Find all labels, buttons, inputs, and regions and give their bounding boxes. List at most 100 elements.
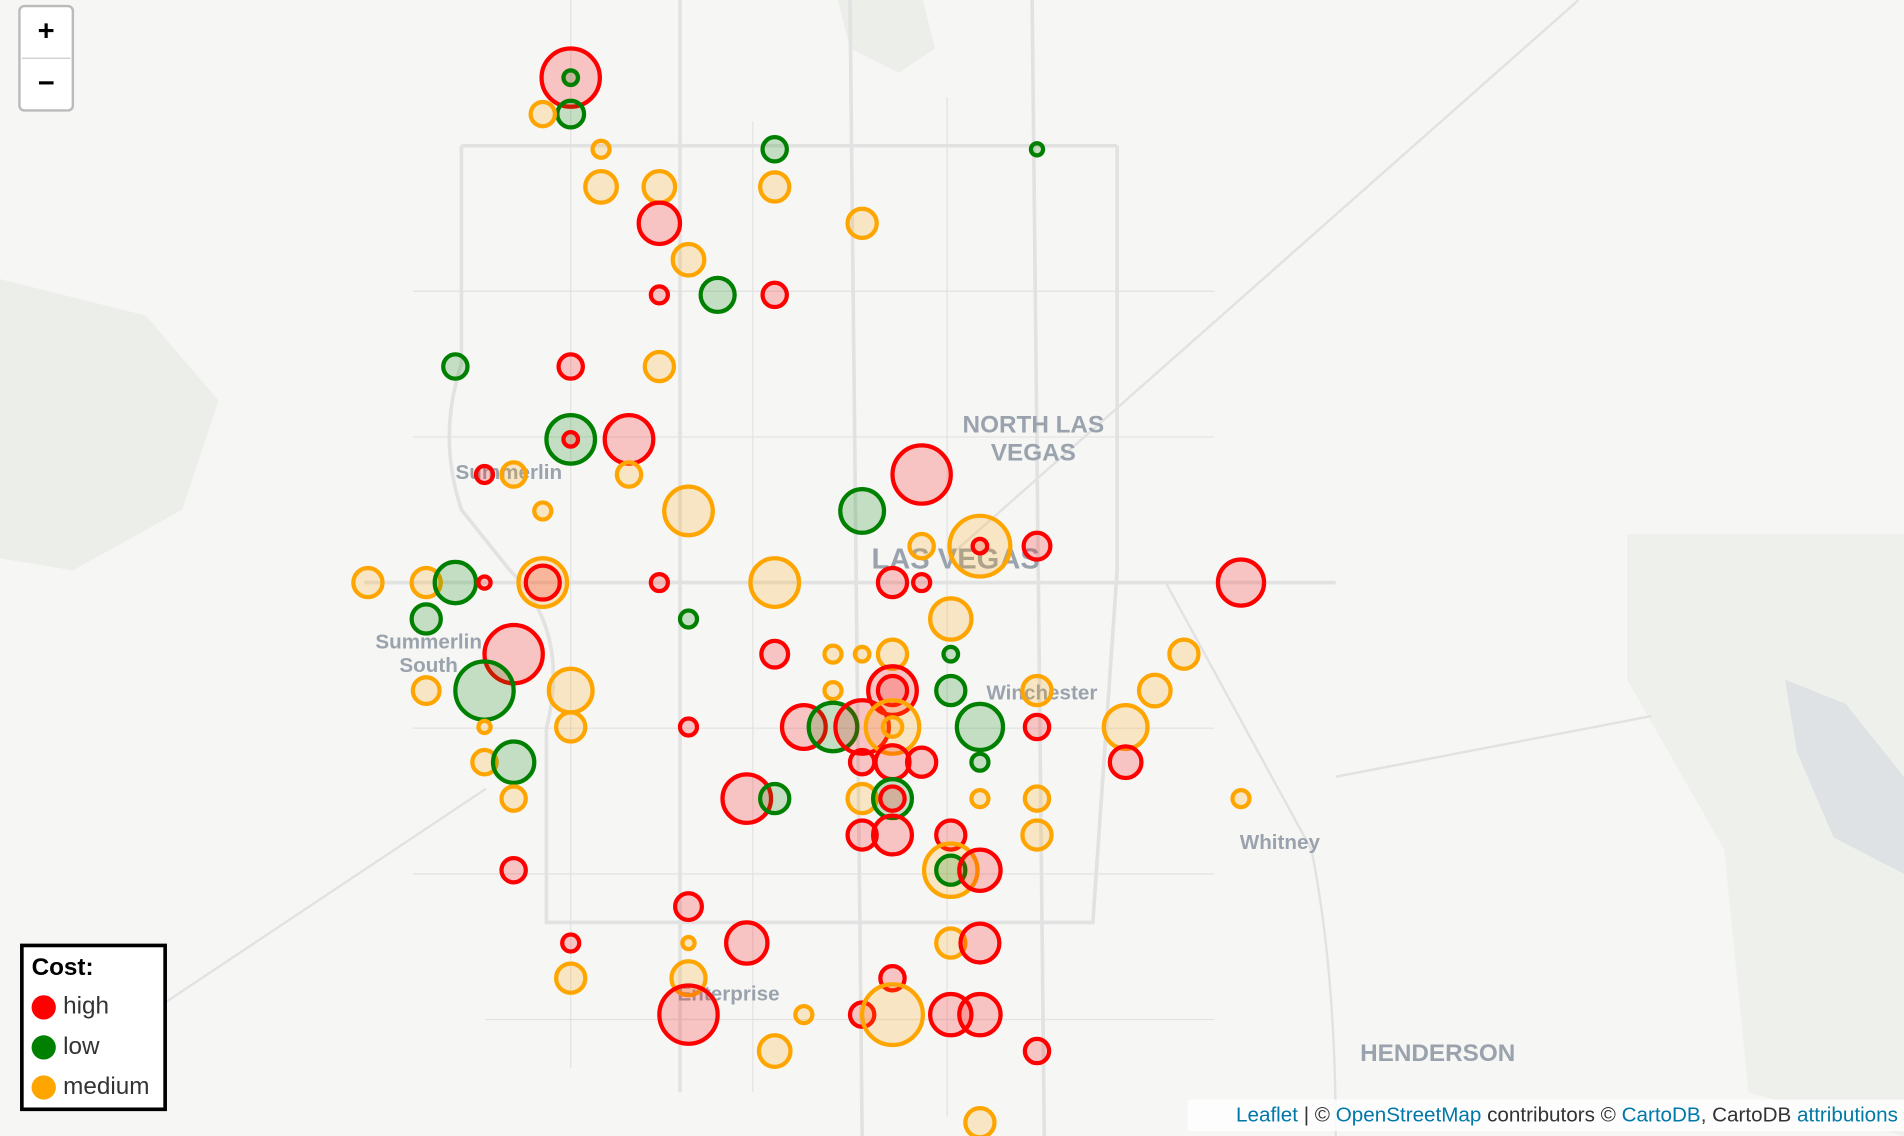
cost-marker[interactable]	[476, 718, 493, 736]
cost-marker[interactable]	[441, 352, 470, 381]
cost-marker[interactable]	[590, 138, 612, 160]
cost-marker[interactable]	[845, 206, 879, 241]
cost-marker[interactable]	[698, 275, 737, 315]
cost-marker[interactable]	[934, 818, 968, 852]
cartodb-link[interactable]: CartoDB	[1622, 1104, 1701, 1127]
cost-marker[interactable]	[907, 531, 936, 561]
cost-marker[interactable]	[409, 602, 443, 636]
cost-marker[interactable]	[847, 747, 877, 777]
cost-marker[interactable]	[760, 135, 789, 164]
cost-marker[interactable]	[958, 921, 1002, 965]
cost-marker[interactable]	[934, 853, 968, 887]
osm-link[interactable]: OpenStreetMap	[1336, 1104, 1482, 1127]
cost-marker[interactable]	[523, 563, 562, 602]
cost-marker[interactable]	[473, 463, 496, 486]
cost-marker[interactable]	[1230, 787, 1252, 810]
cost-marker[interactable]	[758, 781, 792, 816]
cost-marker[interactable]	[561, 68, 581, 88]
cost-marker[interactable]	[554, 710, 588, 744]
cost-marker[interactable]	[793, 1004, 815, 1026]
cost-marker[interactable]	[409, 565, 443, 600]
cost-marker[interactable]	[499, 855, 528, 885]
cost-marker[interactable]	[614, 460, 644, 489]
zoom-in-button[interactable]	[21, 8, 71, 58]
cost-marker[interactable]	[822, 643, 844, 665]
cost-marker[interactable]	[748, 556, 802, 609]
cost-marker[interactable]	[499, 784, 528, 813]
cost-marker[interactable]	[432, 559, 479, 606]
cost-marker[interactable]	[954, 701, 1006, 753]
cost-marker[interactable]	[860, 982, 925, 1048]
cost-marker[interactable]	[561, 429, 581, 449]
cost-marker[interactable]	[636, 200, 683, 247]
cost-marker[interactable]	[670, 241, 707, 278]
cost-marker[interactable]	[1215, 557, 1267, 608]
cost-marker[interactable]	[648, 571, 670, 594]
cost-marker[interactable]	[499, 460, 528, 489]
cost-marker[interactable]	[890, 443, 953, 506]
cost-marker[interactable]	[1020, 673, 1054, 708]
cost-marker[interactable]	[680, 934, 697, 952]
cost-marker[interactable]	[875, 673, 910, 708]
cost-marker[interactable]	[410, 675, 442, 707]
cost-marker[interactable]	[528, 99, 558, 129]
cost-marker[interactable]	[957, 847, 1003, 893]
cost-marker[interactable]	[845, 818, 879, 852]
cost-marker[interactable]	[875, 637, 910, 671]
cost-marker[interactable]	[1022, 784, 1052, 813]
cost-marker[interactable]	[880, 715, 905, 739]
cost-marker[interactable]	[934, 673, 968, 708]
cost-marker[interactable]	[554, 961, 588, 995]
zoom-out-button[interactable]	[21, 59, 71, 109]
cost-marker[interactable]	[863, 698, 922, 756]
cost-marker[interactable]	[1107, 744, 1144, 781]
cost-marker[interactable]	[1101, 703, 1150, 751]
cost-marker[interactable]	[928, 596, 974, 642]
cost-marker[interactable]	[833, 698, 891, 756]
cost-marker[interactable]	[724, 920, 770, 966]
cost-marker[interactable]	[969, 751, 991, 773]
cost-marker[interactable]	[969, 787, 991, 810]
cost-marker[interactable]	[1020, 818, 1054, 852]
cost-marker[interactable]	[779, 703, 828, 751]
cost-marker[interactable]	[941, 644, 961, 664]
zoom-out[interactable]: −	[38, 68, 55, 100]
zoom-in[interactable]: +	[38, 15, 55, 47]
cost-marker[interactable]	[904, 745, 939, 779]
attributions-link[interactable]: attributions	[1797, 1104, 1898, 1127]
cost-marker[interactable]	[806, 700, 860, 754]
cost-marker[interactable]	[870, 813, 915, 857]
cost-marker[interactable]	[532, 500, 554, 522]
cost-marker[interactable]	[544, 412, 598, 466]
cost-marker[interactable]	[875, 565, 910, 600]
cost-marker[interactable]	[758, 170, 792, 204]
cost-marker[interactable]	[556, 352, 585, 381]
cost-marker[interactable]	[642, 349, 677, 384]
cost-marker[interactable]	[1028, 141, 1046, 158]
cost-marker[interactable]	[490, 739, 537, 785]
cost-marker[interactable]	[878, 784, 907, 813]
leaflet-link[interactable]: Leaflet	[1236, 1104, 1298, 1127]
cost-marker[interactable]	[822, 679, 844, 702]
cost-marker[interactable]	[583, 169, 619, 205]
cost-marker[interactable]	[911, 571, 933, 594]
cost-marker[interactable]	[720, 772, 774, 825]
cost-marker[interactable]	[351, 565, 385, 600]
cost-marker[interactable]	[1136, 672, 1173, 709]
cost-marker[interactable]	[852, 644, 872, 664]
cost-marker[interactable]	[648, 284, 670, 306]
cost-marker[interactable]	[546, 666, 595, 715]
cost-marker[interactable]	[1022, 1036, 1052, 1066]
cost-marker[interactable]	[476, 574, 493, 591]
cost-marker[interactable]	[641, 169, 678, 205]
cost-marker[interactable]	[662, 484, 715, 538]
cost-marker[interactable]	[539, 46, 602, 109]
cost-marker[interactable]	[677, 716, 700, 738]
cost-marker[interactable]	[957, 991, 1003, 1038]
cost-marker[interactable]	[1167, 637, 1201, 671]
cost-marker[interactable]	[1022, 712, 1052, 742]
cost-marker[interactable]	[673, 891, 704, 923]
cost-marker[interactable]	[838, 486, 887, 535]
cost-marker[interactable]	[934, 926, 968, 960]
